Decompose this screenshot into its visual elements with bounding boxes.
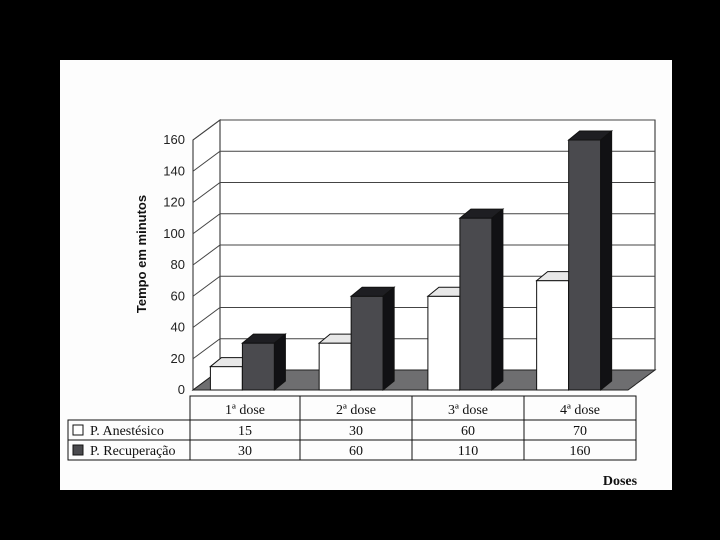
- bar-front-anestesico: [209, 366, 243, 391]
- legend-swatch: [72, 444, 84, 456]
- table-value: 160: [570, 444, 591, 459]
- gridline: [192, 244, 655, 266]
- bar-front-anestesico: [536, 280, 570, 391]
- x-category-label: 4ª dose: [560, 403, 600, 418]
- gridline: [192, 182, 655, 203]
- gridline: [192, 150, 655, 172]
- gridline: [192, 307, 655, 328]
- gridline: [192, 119, 655, 141]
- x-axis-label: Doses: [603, 474, 638, 489]
- gridline: [192, 338, 655, 360]
- y-tick-label: 80: [171, 257, 185, 272]
- y-tick-label: 40: [171, 320, 185, 335]
- y-axis-label: Tempo em minutos: [134, 195, 149, 313]
- x-category-label: 2ª dose: [336, 403, 376, 418]
- gridline: [192, 275, 655, 297]
- bar-side: [600, 129, 613, 392]
- table-value: 60: [349, 444, 363, 459]
- bar-front-recuperacao: [459, 217, 493, 391]
- gridline: [192, 213, 655, 235]
- legend-swatch: [72, 424, 84, 436]
- y-tick-label: 0: [178, 382, 185, 397]
- table-value: 30: [349, 424, 363, 439]
- x-category-label: 1ª dose: [225, 403, 265, 418]
- bar-side: [491, 208, 504, 392]
- y-tick-label: 140: [163, 163, 185, 178]
- table-value: 15: [238, 424, 252, 439]
- legend-label: P. Recuperação: [90, 444, 176, 459]
- bar-front-recuperacao: [350, 295, 384, 391]
- bar-chart: 0 20 40 60 80 100 120 140 160 1ª dose 2ª dose 3ª d…: [67, 119, 657, 489]
- y-tick-label: 20: [171, 351, 185, 366]
- bar-front-recuperacao: [241, 342, 275, 391]
- x-category-label: 3ª dose: [448, 403, 488, 418]
- table-value: 30: [238, 444, 252, 459]
- legend-label: P. Anestésico: [90, 424, 164, 439]
- bar-side: [273, 333, 286, 392]
- y-tick-label: 120: [163, 195, 185, 210]
- y-tick-label: 60: [171, 288, 185, 303]
- table-value: 70: [573, 424, 587, 439]
- bar-side: [382, 286, 395, 392]
- bar-front-anestesico: [318, 342, 352, 391]
- bar-front-anestesico: [427, 295, 461, 391]
- y-tick-label: 100: [163, 226, 185, 241]
- y-tick-label: 160: [163, 132, 185, 147]
- table-value: 110: [458, 444, 478, 459]
- bar-front-recuperacao: [568, 139, 602, 391]
- chart-figure: 0 20 40 60 80 100 120 140 160 1ª dose 2ª dose 3ª d…: [60, 60, 672, 490]
- table-value: 60: [461, 424, 475, 439]
